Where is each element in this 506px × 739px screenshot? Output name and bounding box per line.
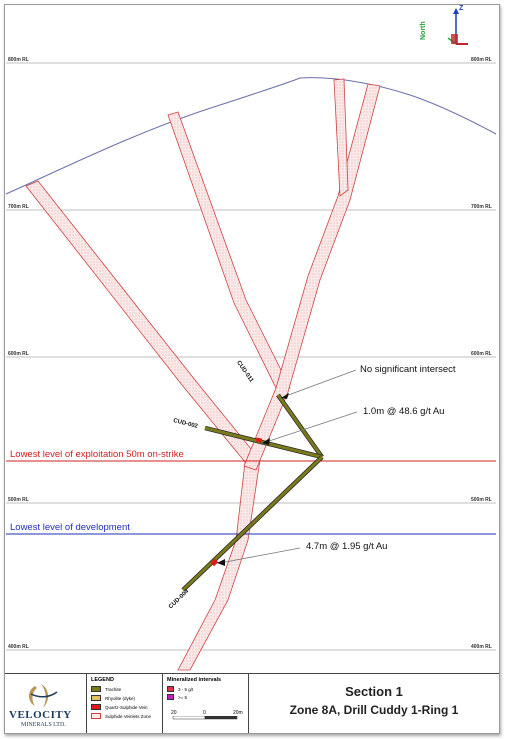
rl-label-600-left: 600m RL xyxy=(8,351,29,357)
grade-swatch-high xyxy=(167,694,174,700)
compass-z-label: Z xyxy=(459,5,464,12)
section-title: Section 1 xyxy=(345,684,403,699)
vein-zone-central xyxy=(167,111,291,393)
rl-label-500-left: 500m RL xyxy=(8,497,29,503)
veinlet-swatch xyxy=(91,713,101,719)
scale-tick-2: 20m xyxy=(233,710,243,716)
figure-frame xyxy=(4,4,500,734)
callout-arrow-2 xyxy=(262,438,270,445)
vein-zone-east-branch xyxy=(333,78,349,197)
legend-item: Trachite xyxy=(91,686,121,692)
drill-hole-cud-011-fill xyxy=(276,394,324,458)
mineralized-item: 3 - 5 g/t xyxy=(167,686,193,692)
compass-icon xyxy=(447,8,468,45)
rl-label-600-right: 600m RL xyxy=(471,351,492,357)
scale-tick-1: 0 xyxy=(203,710,206,716)
rl-label-700-right: 700m RL xyxy=(471,204,492,210)
scale-bar xyxy=(172,716,238,720)
logo-sub: MINERALS LTD. xyxy=(21,722,66,728)
topography-line xyxy=(5,77,497,195)
legend-item: Rhyolite (dyke) xyxy=(91,695,135,701)
callout-leader-1 xyxy=(282,369,357,398)
rl-label-400-right: 400m RL xyxy=(471,644,492,650)
scale-tick-0: 20 xyxy=(171,710,177,716)
mineralized-cell: Mineralized intervals 3 - 5 g/t >= 5 20 … xyxy=(163,674,249,733)
callout-no-intersect: No significant intersect xyxy=(360,364,456,375)
rl-label-800-right: 800m RL xyxy=(471,57,492,63)
grade-swatch-low xyxy=(167,686,174,692)
logo-name: VELOCITY xyxy=(9,709,72,721)
callout-leader-2 xyxy=(265,411,358,443)
callout-arrow-3 xyxy=(217,559,225,566)
mineralized-title: Mineralized intervals xyxy=(167,677,222,683)
callout-cud-002: 1.0m @ 48.6 g/t Au xyxy=(363,406,445,417)
legend-title: LEGEND xyxy=(91,677,114,683)
rl-label-800-left: 800m RL xyxy=(8,57,29,63)
development-level-label: Lowest level of development xyxy=(10,522,130,533)
mineralized-item: >= 5 xyxy=(167,694,187,700)
intercept-cud-002 xyxy=(255,437,263,443)
vein-zone-east xyxy=(243,83,381,471)
title-cell: Section 1 Zone 8A, Drill Cuddy 1-Ring 1 xyxy=(249,674,499,733)
rl-label-500-right: 500m RL xyxy=(471,497,492,503)
callout-cud-004: 4.7m @ 1.95 g/t Au xyxy=(306,541,388,552)
vein-zone-main xyxy=(25,180,261,671)
section-subtitle: Zone 8A, Drill Cuddy 1-Ring 1 xyxy=(289,703,459,717)
legend-cell: LEGEND Trachite Rhyolite (dyke) Quartz-S… xyxy=(87,674,163,733)
legend-item: Quartz-Sulphide Vein xyxy=(91,704,148,710)
logo-cell: VELOCITY MINERALS LTD. xyxy=(5,674,87,733)
legend-item: Sulphide Veinlets Zone xyxy=(91,713,151,719)
intercept-cud-004 xyxy=(210,558,219,567)
vein-swatch xyxy=(91,704,101,710)
trachite-swatch xyxy=(91,686,101,692)
compass-north-label: North xyxy=(420,21,427,40)
exploitation-level-label: Lowest level of exploitation 50m on-stri… xyxy=(10,449,184,460)
rl-label-400-left: 400m RL xyxy=(8,644,29,650)
drill-hole-cud-004-fill xyxy=(181,455,324,592)
title-block: VELOCITY MINERALS LTD. LEGEND Trachite R… xyxy=(5,673,499,733)
callout-arrow-1 xyxy=(281,393,289,399)
rhyolite-swatch xyxy=(91,695,101,701)
callout-leader-3 xyxy=(219,547,301,564)
rl-label-700-left: 700m RL xyxy=(8,204,29,210)
logo-icon xyxy=(29,684,58,708)
